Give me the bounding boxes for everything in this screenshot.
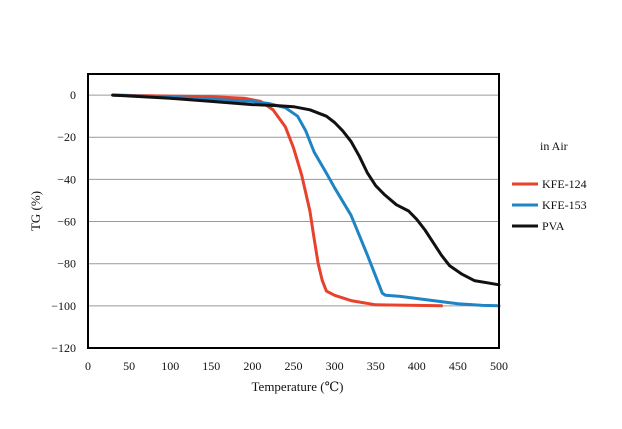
x-tick-label: 250 xyxy=(285,359,303,373)
grid-lines xyxy=(88,94,499,307)
x-tick-label: 0 xyxy=(85,359,91,373)
y-tick-label: −60 xyxy=(57,215,76,229)
x-tick-label: 350 xyxy=(367,359,385,373)
x-tick-label: 50 xyxy=(123,359,135,373)
y-tick-label: −100 xyxy=(51,299,76,313)
x-tick-label: 300 xyxy=(326,359,344,373)
legend: in Air KFE-124 KFE-153 PVA xyxy=(512,139,587,233)
y-tick-label: −40 xyxy=(57,172,76,186)
legend-title: in Air xyxy=(540,139,568,153)
series-lines xyxy=(111,93,501,308)
x-tick-label: 400 xyxy=(408,359,426,373)
y-tick-labels: 0 −20 −40 −60 −80 −100 −120 xyxy=(51,88,76,355)
x-axis-label: Temperature (℃) xyxy=(252,379,344,394)
plot-frame xyxy=(87,73,500,349)
x-tick-label: 100 xyxy=(161,359,179,373)
x-tick-label: 150 xyxy=(202,359,220,373)
x-tick-labels: 0 50 100 150 200 250 300 350 400 450 500 xyxy=(85,359,508,373)
x-tick-label: 450 xyxy=(449,359,467,373)
y-tick-label: −120 xyxy=(51,341,76,355)
legend-entry: KFE-153 xyxy=(542,198,587,212)
x-tick-label: 200 xyxy=(243,359,261,373)
series-line-pva xyxy=(111,93,501,287)
y-tick-label: −20 xyxy=(57,130,76,144)
series-line-kfe-124 xyxy=(111,93,443,308)
series-line-kfe-153 xyxy=(111,93,501,308)
x-tick-label: 500 xyxy=(490,359,508,373)
legend-entry: KFE-124 xyxy=(542,177,587,191)
y-tick-label: −80 xyxy=(57,257,76,271)
y-tick-label: 0 xyxy=(70,88,76,102)
y-axis-label: TG (%) xyxy=(28,191,43,231)
legend-entry: PVA xyxy=(542,219,565,233)
